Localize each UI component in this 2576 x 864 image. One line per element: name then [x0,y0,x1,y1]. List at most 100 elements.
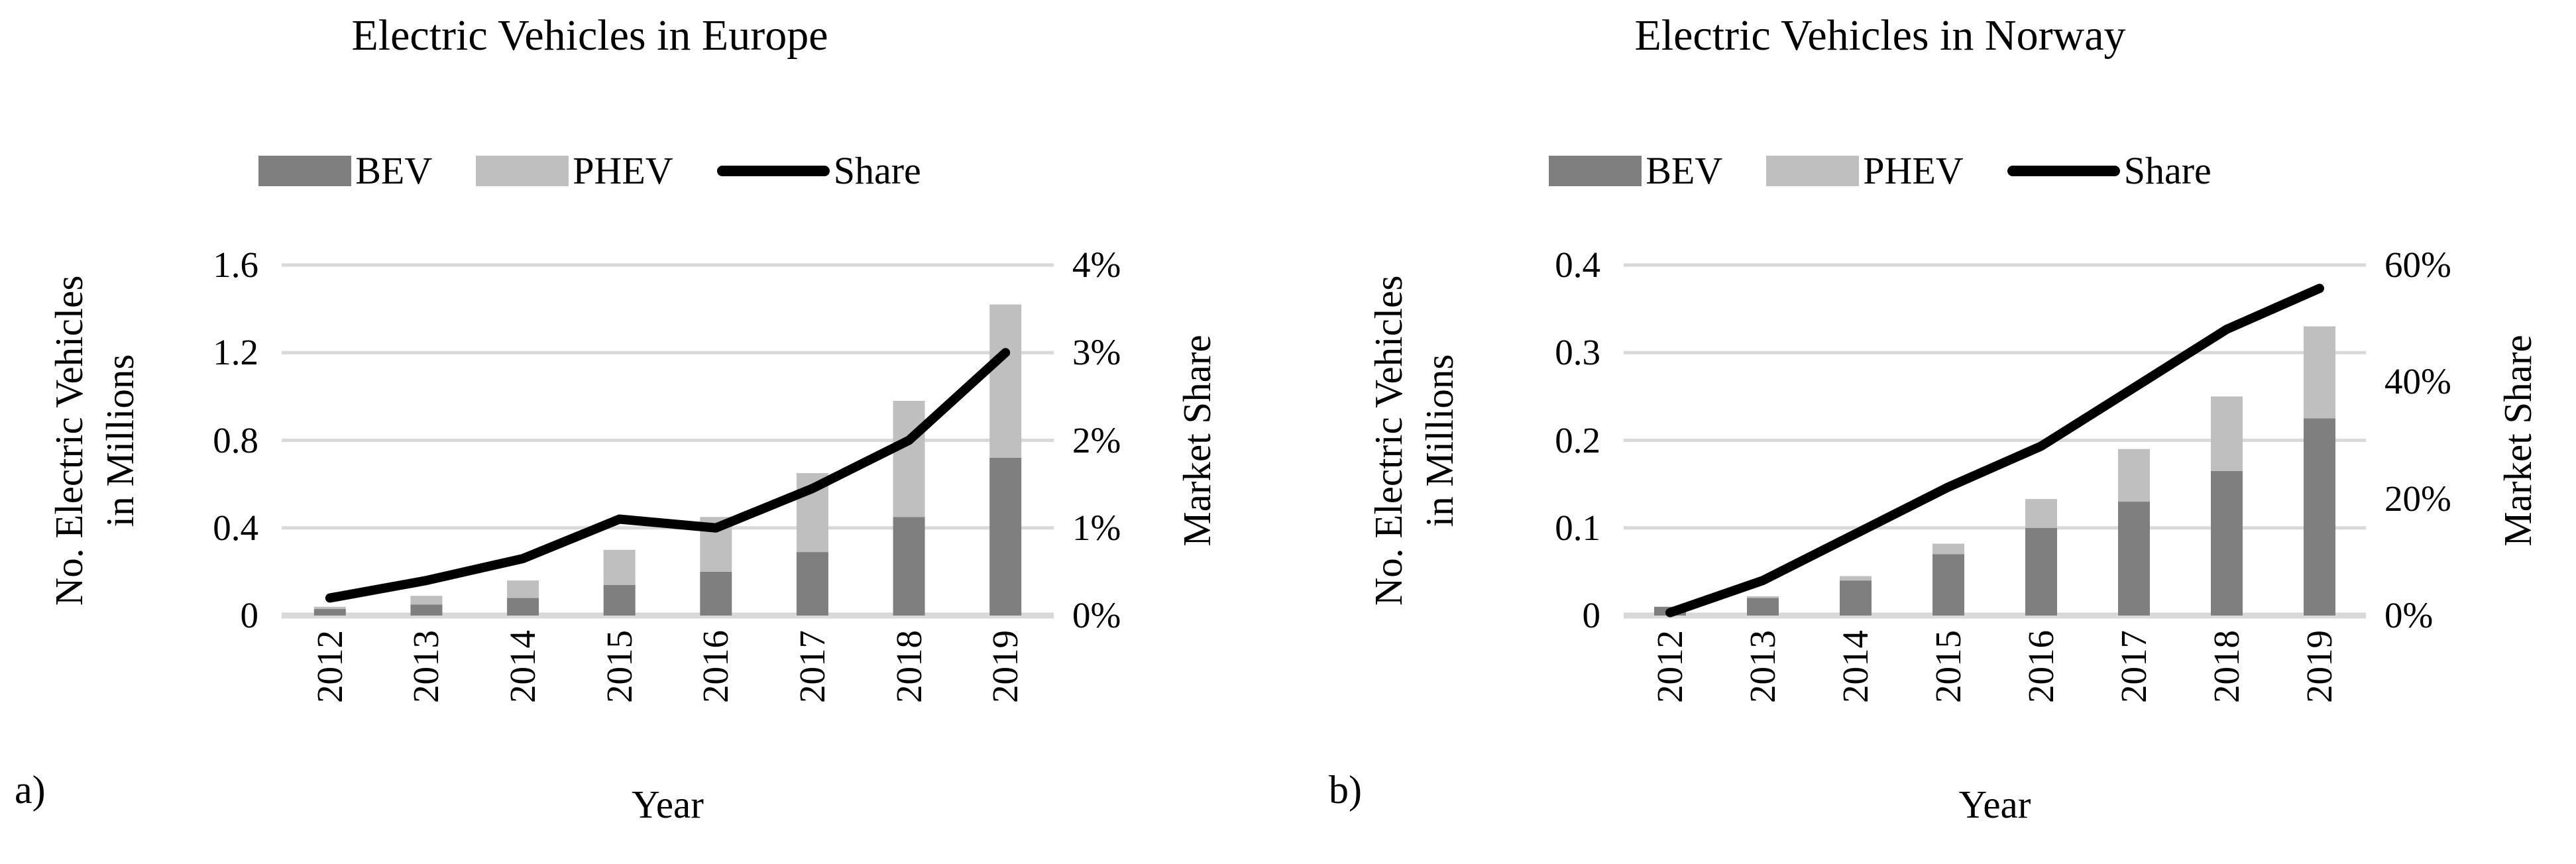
secondary-axis-tick-label: 3% [1072,332,1121,373]
bev-bar-2015 [603,584,636,616]
bev-bar-2016 [700,571,732,616]
legend-item-phev: PHEV [476,152,673,190]
share-line-swatch-icon [716,166,830,176]
legend-label-phev: PHEV [573,149,673,192]
phev-bar-2012 [313,606,346,610]
secondary-axis-tick-label: 60% [2384,244,2451,285]
x-axis-tick-label: 2014 [502,630,543,703]
legend-label-bev: BEV [355,149,433,192]
phev-swatch-icon [476,156,569,186]
legend-label-phev: PHEV [1863,149,1964,192]
secondary-axis-tick-label: 0% [1072,595,1121,635]
plot-area [1624,263,2366,619]
y-axis-tick-label: 1.6 [213,244,258,285]
y-axis-tick-label: 0.8 [213,419,258,460]
x-axis-tick-label: 2017 [791,630,832,703]
y-axis-tick-label: 0 [1582,595,1601,635]
phev-bar-2017 [2118,449,2150,502]
bev-bar-2012 [313,609,346,616]
phev-bar-2018 [893,400,925,517]
legend: BEV PHEV Share [0,143,1180,199]
legend-label-bev: BEV [1646,149,1723,192]
phev-bar-2019 [2304,326,2335,419]
x-axis-title: Year [1958,783,2031,826]
phev-bar-2014 [507,580,539,598]
secondary-axis-tick-label: 0% [2384,595,2434,635]
share-line [1665,284,2324,618]
secondary-axis-tick-label: 20% [2384,478,2451,519]
x-axis-tick-label: 2015 [598,630,640,703]
y-axis-tick-label: 0.4 [1555,244,1600,285]
x-axis-tick-label: 2018 [888,630,929,703]
bev-bar-2019 [989,457,1022,616]
panel-letter-label: a) [15,768,46,812]
y-axis-title-line1: No. Electric Vehicles [1367,275,1410,606]
plot-area [282,263,1054,619]
x-axis-title: Year [632,783,704,826]
chart-title: Electric Vehicles in Norway [1634,11,2126,60]
phev-bar-2015 [603,549,636,585]
x-axis-tick-label: 2016 [2021,630,2061,703]
x-axis-tick-label: 2016 [695,630,736,703]
y-axis-tick-label: 0.1 [1555,507,1600,548]
bev-bar-2015 [1932,554,1964,616]
bev-swatch-icon [1549,156,1642,186]
chart-panel-europe: Electric Vehicles in Europe BEV PHEV Sha… [0,0,1286,864]
bev-bar-2017 [796,552,828,616]
y-axis-title-line2: in Millions [1418,354,1461,527]
y-axis-title-line2: in Millions [98,354,142,527]
legend-item-share: Share [716,149,921,192]
y-axis-title-line1: No. Electric Vehicles [47,275,91,606]
legend-item-bev: BEV [258,152,432,190]
x-axis-tick-label: 2012 [309,630,350,703]
secondary-axis-tick-label: 4% [1072,244,1121,285]
y-axis-tick-label: 0 [240,595,259,635]
bev-bar-2013 [410,604,443,616]
legend-item-share: Share [2007,152,2212,190]
panel-letter-label: b) [1329,768,1362,812]
bev-bar-2014 [1840,580,1872,616]
phev-bar-2013 [1747,596,1779,598]
secondary-axis-tick-label: 1% [1072,507,1121,548]
x-axis-tick-label: 2019 [985,630,1026,703]
x-axis-tick-label: 2013 [406,630,447,703]
bev-bar-2016 [2025,527,2057,616]
bev-bar-2017 [2118,502,2150,616]
share-line [325,348,1011,603]
x-axis-tick-label: 2014 [1835,630,1876,703]
x-axis-tick-label: 2018 [2206,630,2247,703]
phev-swatch-icon [1766,156,1860,186]
phev-bar-2019 [989,304,1022,458]
x-axis-tick-label: 2015 [1928,630,1968,703]
bev-bar-2013 [1747,598,1779,616]
bev-bar-2018 [2211,470,2243,616]
y-axis-tick-label: 0.3 [1555,332,1600,373]
x-axis-tick-label: 2013 [1742,630,1783,703]
secondary-axis-tick-label: 40% [2384,361,2451,402]
phev-bar-2013 [410,596,443,605]
x-axis-tick-label: 2012 [1650,630,1690,703]
bev-bar-2018 [893,517,925,616]
phev-bar-2016 [2025,499,2057,528]
phev-bar-2014 [1840,576,1872,581]
x-axis-tick-label: 2017 [2113,630,2154,703]
chart-panel-norway: Electric Vehicles in Norway BEV PHEV Sha… [1290,0,2576,864]
x-axis-tick-label: 2019 [2299,630,2339,703]
y-axis-tick-label: 0.4 [213,507,258,548]
bev-swatch-icon [258,156,352,186]
phev-bar-2018 [2211,396,2243,471]
legend-label-share: Share [2123,149,2212,192]
y-axis-tick-label: 0.2 [1555,419,1600,460]
phev-bar-2015 [1932,543,1964,555]
legend: BEV PHEV Share [1290,143,2470,199]
share-line-swatch-icon [2007,166,2120,176]
legend-label-share: Share [833,149,921,192]
legend-item-bev: BEV [1549,152,1722,190]
secondary-axis-tick-label: 2% [1072,419,1121,460]
bev-bar-2019 [2304,418,2335,616]
bev-bar-2014 [507,598,539,616]
chart-title: Electric Vehicles in Europe [351,11,828,60]
y-axis-tick-label: 1.2 [213,332,258,373]
legend-item-phev: PHEV [1766,149,1964,192]
